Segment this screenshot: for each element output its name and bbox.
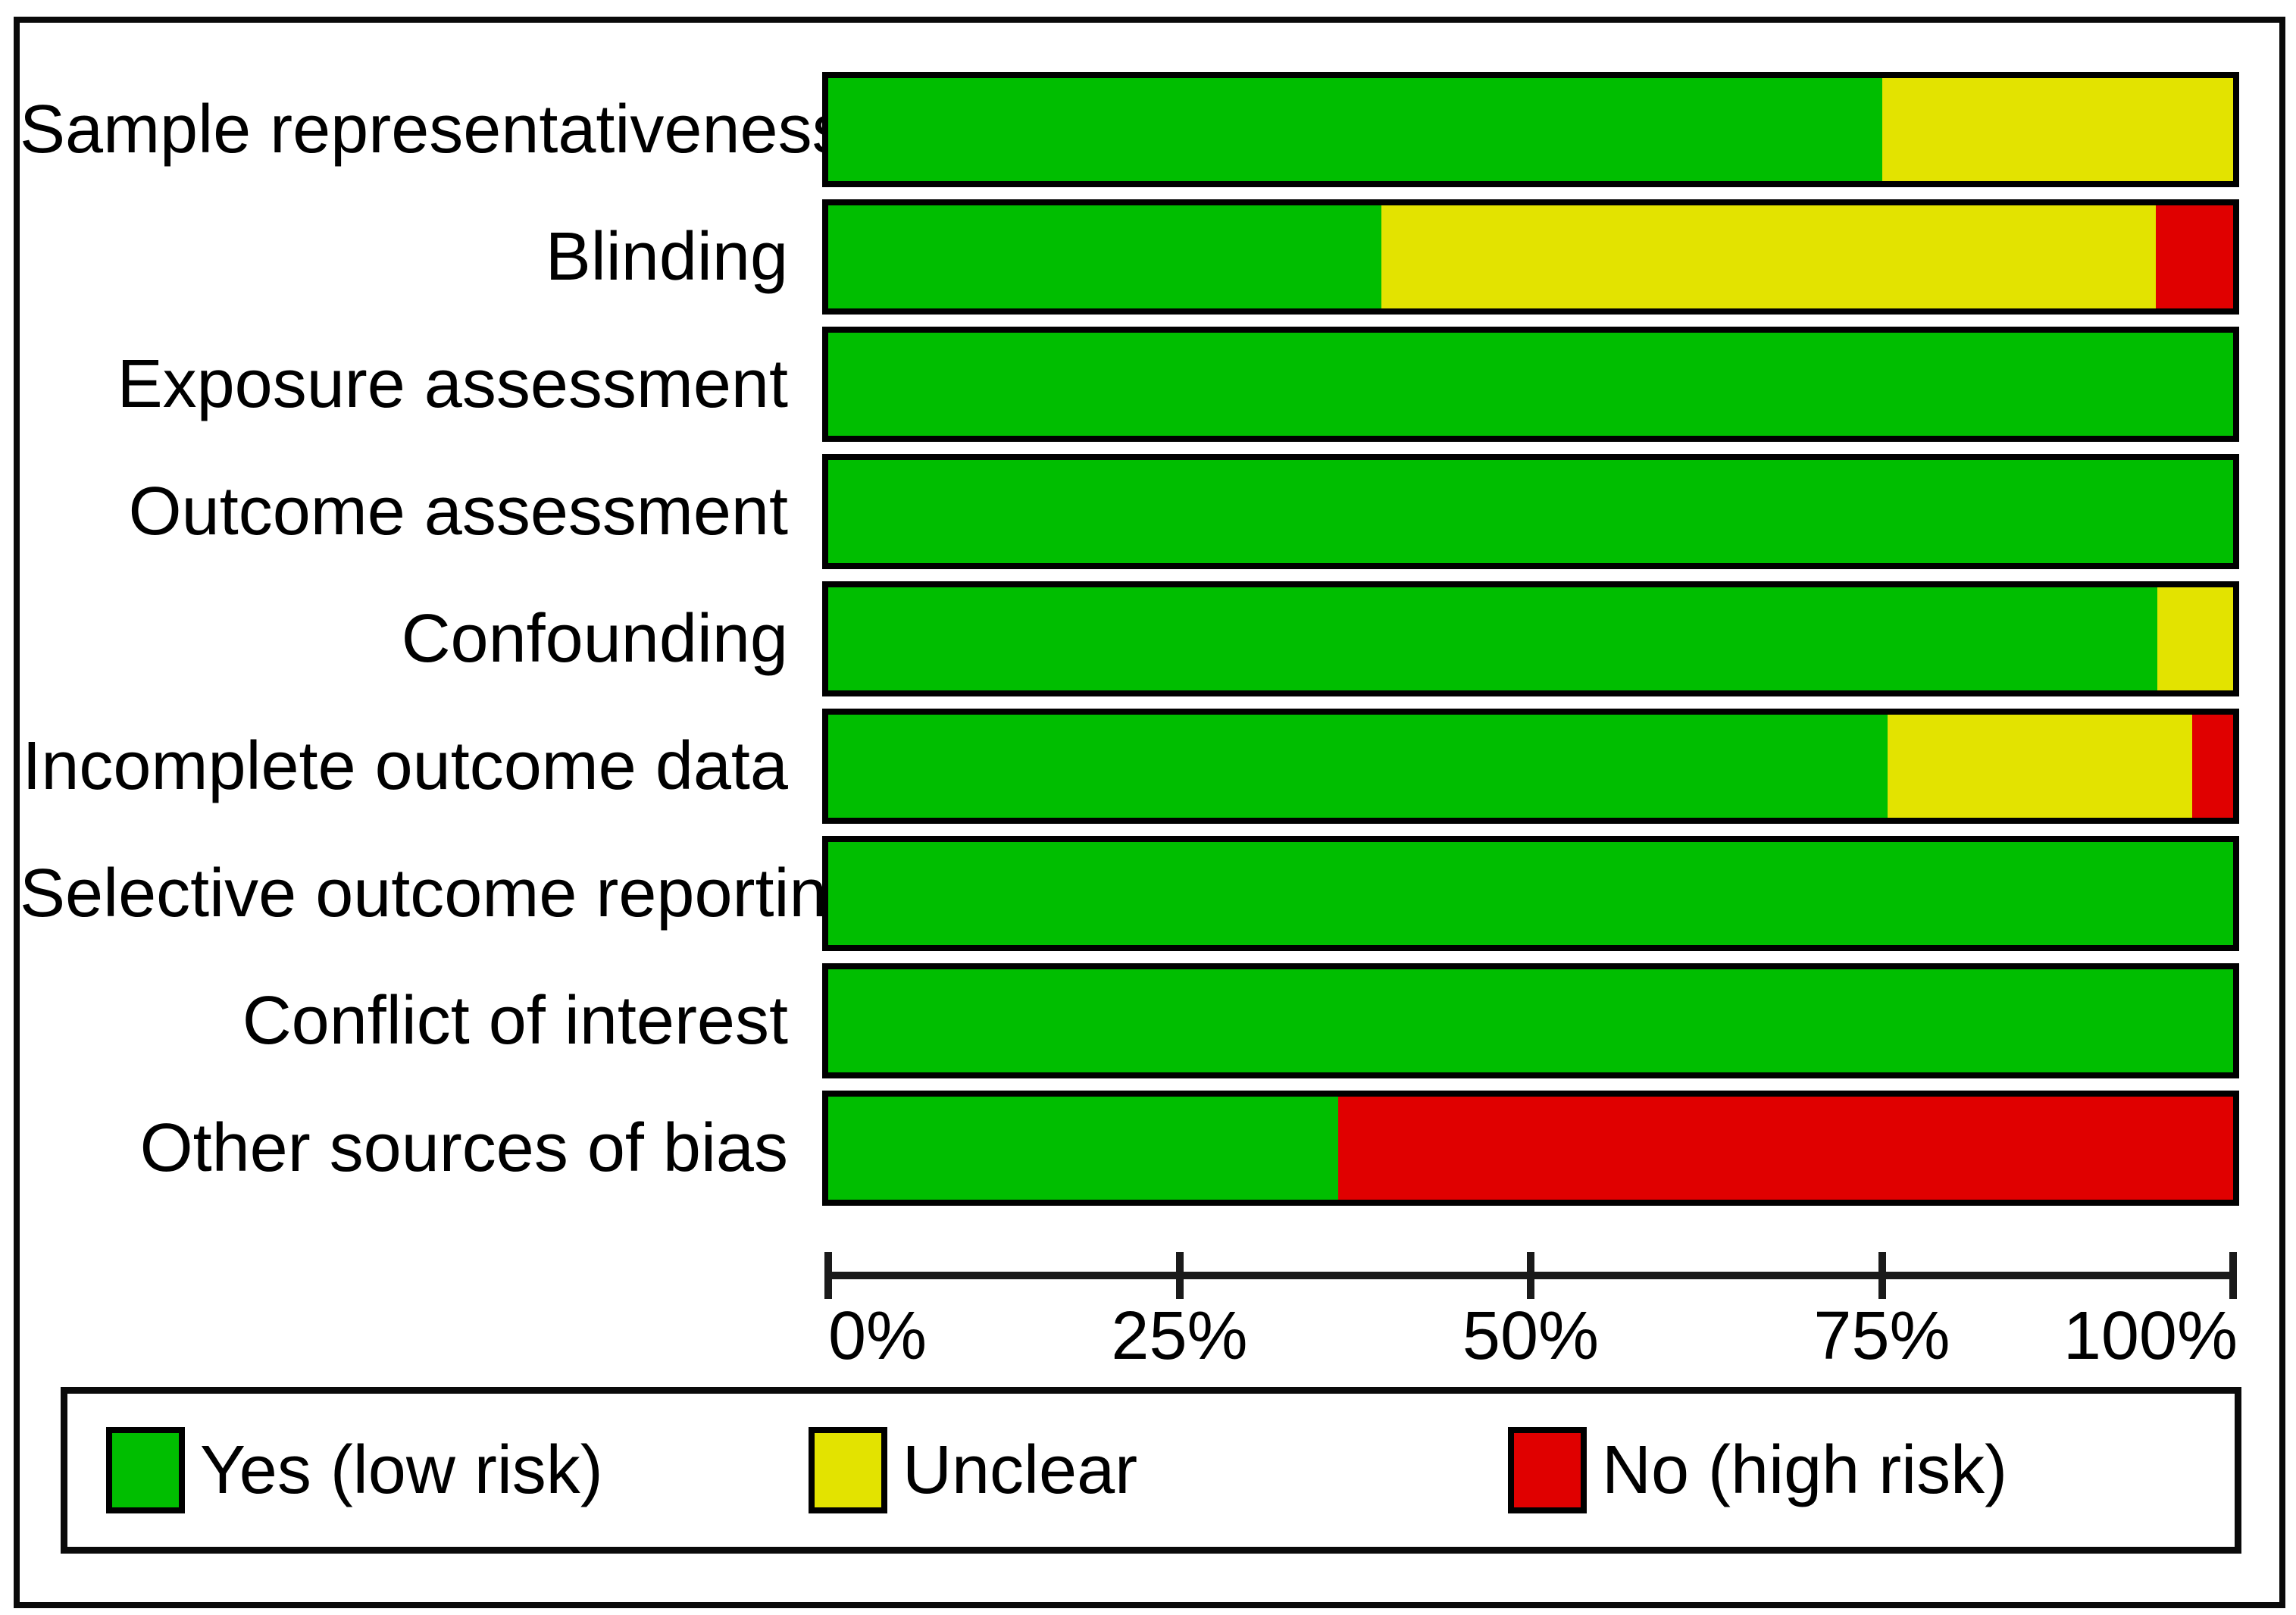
chart-row: Exposure assessment bbox=[20, 327, 2279, 442]
stacked-bar bbox=[822, 709, 2239, 824]
bar-segment-unclear bbox=[1882, 78, 2233, 181]
legend-item: Unclear bbox=[809, 1427, 1137, 1513]
category-label: Confounding bbox=[401, 600, 788, 677]
chart-area: Sample representativeness Blinding Exposur… bbox=[20, 72, 2279, 1218]
bar-segment-yes-low-risk bbox=[828, 460, 2233, 563]
category-label: Sample representativeness bbox=[20, 91, 846, 167]
chart-row: Incomplete outcome data bbox=[20, 709, 2279, 824]
bar-segment-yes-low-risk bbox=[828, 1097, 1338, 1200]
legend-label: No (high risk) bbox=[1602, 1432, 2008, 1508]
stacked-bar bbox=[822, 199, 2239, 315]
category-label: Other sources of bias bbox=[139, 1110, 788, 1186]
chart-row: Blinding bbox=[20, 199, 2279, 315]
chart-row: Sample representativeness bbox=[20, 72, 2279, 187]
bar-segment-unclear bbox=[1381, 205, 2157, 308]
legend-swatch-no-high-risk bbox=[1508, 1427, 1587, 1513]
legend-label: Unclear bbox=[902, 1432, 1138, 1508]
bar-segment-yes-low-risk bbox=[828, 842, 2233, 945]
bar-segment-unclear bbox=[2157, 587, 2233, 690]
figure-frame: Sample representativeness Blinding Exposur… bbox=[14, 17, 2285, 1608]
bar-segment-no-high-risk bbox=[1338, 1097, 2233, 1200]
category-label: Conflict of interest bbox=[242, 982, 788, 1059]
legend-box: Yes (low risk) Unclear No (high risk) bbox=[61, 1387, 2241, 1554]
x-axis-line: 0% 25% 50% 75% 100% bbox=[824, 1252, 2238, 1370]
category-label: Selective outcome reporting bbox=[20, 855, 865, 931]
chart-row: Selective outcome reporting bbox=[20, 836, 2279, 951]
category-label: Exposure assessment bbox=[117, 346, 788, 422]
stacked-bar bbox=[822, 327, 2239, 442]
axis-tick-label: 0% bbox=[828, 1298, 927, 1374]
axis-tick-label: 50% bbox=[1462, 1298, 1600, 1374]
bar-segment-no-high-risk bbox=[2156, 205, 2233, 308]
axis-tick bbox=[1175, 1252, 1184, 1299]
bar-segment-yes-low-risk bbox=[828, 969, 2233, 1072]
bar-segment-yes-low-risk bbox=[828, 587, 2157, 690]
chart-row: Outcome assessment bbox=[20, 454, 2279, 569]
stacked-bar bbox=[822, 1091, 2239, 1206]
bar-segment-no-high-risk bbox=[2192, 715, 2233, 818]
legend-swatch-unclear bbox=[809, 1427, 887, 1513]
legend-swatch-yes-low-risk bbox=[106, 1427, 185, 1513]
axis-tick bbox=[1527, 1252, 1534, 1299]
stacked-bar bbox=[822, 836, 2239, 951]
stacked-bar bbox=[822, 454, 2239, 569]
chart-row: Other sources of bias bbox=[20, 1091, 2279, 1206]
stacked-bar bbox=[822, 72, 2239, 187]
bar-segment-unclear bbox=[1887, 715, 2193, 818]
legend-label: Yes (low risk) bbox=[200, 1432, 603, 1508]
axis-tick bbox=[824, 1252, 832, 1299]
bar-segment-yes-low-risk bbox=[828, 78, 1882, 181]
axis-tick-label: 75% bbox=[1813, 1298, 1950, 1374]
category-label: Blinding bbox=[545, 218, 788, 295]
category-label: Outcome assessment bbox=[128, 473, 788, 549]
axis-tick-label: 100% bbox=[2063, 1298, 2238, 1374]
legend-item: No (high risk) bbox=[1508, 1427, 2007, 1513]
axis-tick bbox=[1878, 1252, 1886, 1299]
axis-tick-label: 25% bbox=[1111, 1298, 1248, 1374]
axis-tick bbox=[2229, 1252, 2237, 1299]
chart-row: Conflict of interest bbox=[20, 963, 2279, 1078]
category-label: Incomplete outcome data bbox=[22, 728, 788, 804]
bar-segment-yes-low-risk bbox=[828, 715, 1888, 818]
stacked-bar bbox=[822, 581, 2239, 696]
stacked-bar bbox=[822, 963, 2239, 1078]
bar-segment-yes-low-risk bbox=[828, 205, 1382, 308]
bar-segment-yes-low-risk bbox=[828, 333, 2233, 436]
legend-item: Yes (low risk) bbox=[106, 1427, 603, 1513]
chart-row: Confounding bbox=[20, 581, 2279, 696]
